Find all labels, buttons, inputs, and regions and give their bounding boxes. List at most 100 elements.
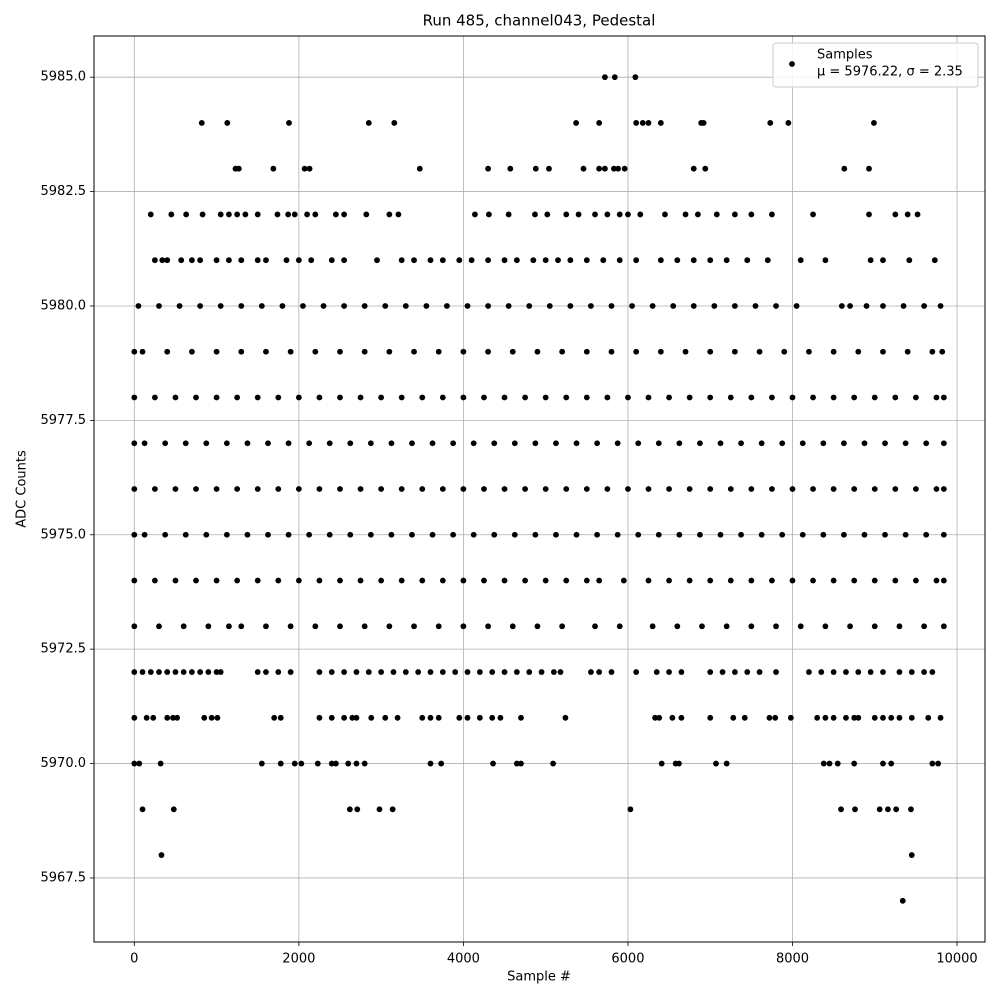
data-point — [131, 440, 138, 447]
data-point — [575, 211, 582, 218]
data-point — [332, 760, 339, 767]
data-point — [530, 257, 537, 264]
data-point — [538, 669, 545, 675]
data-point — [799, 440, 806, 447]
data-point — [285, 211, 292, 218]
data-point — [707, 394, 714, 401]
data-point — [279, 303, 286, 309]
data-point — [460, 486, 467, 492]
data-point — [158, 852, 165, 858]
data-point — [937, 303, 944, 309]
data-point — [676, 440, 683, 447]
data-point — [731, 348, 738, 355]
data-point — [657, 257, 664, 264]
data-point — [937, 714, 944, 721]
data-point — [779, 531, 786, 538]
data-point — [583, 394, 590, 401]
data-point — [444, 303, 450, 309]
data-point — [940, 623, 947, 630]
data-point — [532, 165, 539, 172]
data-point — [485, 348, 491, 355]
data-point — [456, 714, 463, 721]
data-point — [203, 440, 210, 447]
data-point — [234, 486, 241, 492]
data-point — [427, 714, 434, 721]
data-point — [902, 440, 909, 447]
data-point — [707, 714, 714, 721]
data-point — [429, 531, 436, 538]
data-point — [223, 440, 230, 447]
data-point — [224, 120, 231, 126]
data-point — [596, 577, 603, 584]
data-point — [235, 165, 242, 172]
data-point — [908, 714, 915, 721]
data-point — [822, 623, 829, 630]
data-point — [213, 577, 220, 584]
data-point — [388, 440, 395, 447]
data-point — [157, 760, 164, 767]
data-point — [908, 669, 915, 675]
data-point — [172, 394, 179, 401]
data-point — [702, 165, 709, 172]
data-point — [649, 623, 656, 630]
data-point — [867, 669, 874, 675]
data-point — [312, 348, 319, 355]
data-point — [594, 531, 600, 538]
data-point — [409, 531, 415, 538]
data-point — [744, 669, 751, 675]
data-point — [411, 348, 417, 355]
data-point — [731, 669, 738, 675]
data-point — [156, 623, 162, 630]
data-point — [697, 440, 703, 447]
data-point — [633, 348, 640, 355]
data-point — [174, 714, 180, 721]
data-point — [217, 669, 224, 675]
data-point — [254, 211, 261, 218]
x-tick-label: 0 — [130, 952, 138, 967]
data-point — [929, 669, 936, 675]
data-point — [287, 669, 294, 675]
data-point — [295, 577, 302, 584]
data-point — [756, 669, 763, 675]
data-point — [738, 531, 744, 538]
data-point — [213, 486, 220, 492]
data-point — [501, 486, 508, 492]
data-point — [402, 303, 409, 309]
y-tick-label: 5972.5 — [41, 642, 87, 657]
data-point — [378, 486, 385, 492]
data-point — [254, 669, 261, 675]
data-point — [277, 714, 284, 721]
data-point — [378, 669, 385, 675]
data-point — [131, 760, 138, 767]
data-point — [931, 257, 938, 264]
data-point — [419, 577, 426, 584]
data-point — [357, 394, 364, 401]
data-point — [183, 211, 190, 218]
data-point — [789, 486, 796, 492]
data-point — [501, 669, 508, 675]
data-point — [810, 486, 816, 492]
data-point — [275, 669, 282, 675]
data-point — [509, 348, 516, 355]
data-point — [534, 623, 541, 630]
data-point — [263, 348, 269, 355]
data-point — [435, 348, 442, 355]
data-point — [806, 348, 812, 355]
data-point — [563, 394, 570, 401]
data-point — [662, 211, 668, 218]
data-point — [349, 714, 356, 721]
data-point — [707, 486, 714, 492]
data-point — [274, 211, 281, 218]
data-point — [899, 897, 906, 904]
data-point — [830, 669, 837, 675]
data-point — [291, 211, 298, 218]
data-point — [501, 577, 508, 584]
data-point — [367, 440, 374, 447]
data-point — [513, 669, 520, 675]
data-point — [415, 669, 422, 675]
data-point — [697, 531, 703, 538]
data-point — [657, 348, 664, 355]
data-point — [645, 394, 652, 401]
data-point — [291, 760, 298, 767]
data-point — [769, 577, 775, 584]
